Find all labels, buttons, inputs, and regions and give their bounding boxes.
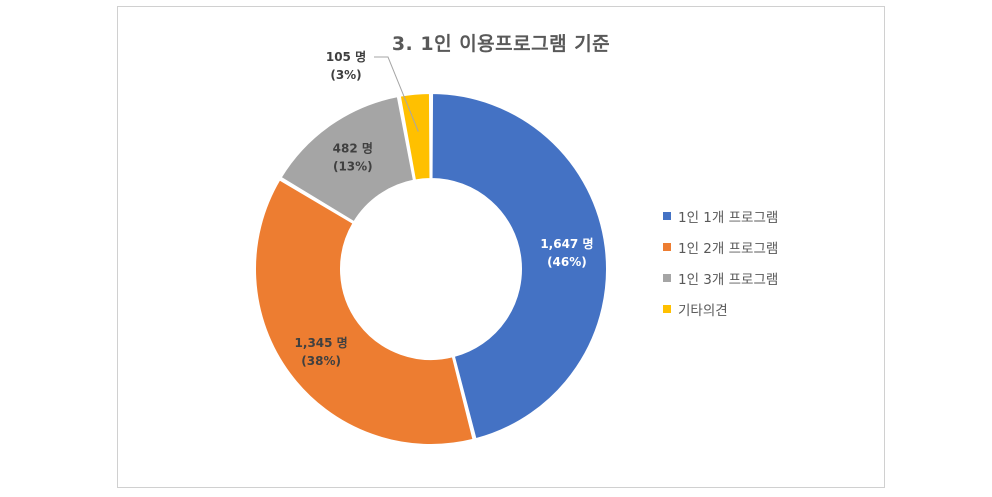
slice-4 [398,91,432,182]
chart-title: 3. 1인 이용프로그램 기준 [391,33,611,55]
chart-area: 3. 1인 이용프로그램 기준 1,647 명 (46%) 1,345 명 (38%)… [117,6,885,488]
data-label-value-2: 1,345 명 [295,336,348,350]
legend-swatch-4 [663,304,671,313]
data-label-percent-1: (46%) [547,255,587,269]
data-label-percent-2: (38%) [301,354,341,368]
slice-3 [279,95,416,224]
legend-swatch-1 [663,211,671,220]
data-label-percent-3: (13%) [333,160,373,174]
data-label-value-4: 105 명 [326,50,366,64]
leader-line [374,56,419,132]
legend-item-2: 1인 2개 프로그램 [663,238,779,257]
legend-item-3: 1인 3개 프로그램 [663,269,779,288]
data-label-percent-4: (3%) [330,68,361,82]
legend-label-4: 기타의견 [678,302,728,319]
legend-swatch-2 [663,242,671,251]
legend-item-1: 1인 1개 프로그램 [663,207,779,226]
data-label-value-1: 1,647 명 [540,237,593,251]
doughnut-chart: 1,647 명 (46%) 1,345 명 (38%) 482 명 (13%) 105 명 (… [254,50,609,446]
legend-label-3: 1인 3개 프로그램 [678,271,779,288]
legend-item-4: 기타의견 [663,300,778,319]
slice-2 [254,178,475,446]
legend-label-1: 1인 1개 프로그램 [678,209,779,226]
data-label-value-3: 482 명 [333,142,373,156]
legend-label-2: 1인 2개 프로그램 [678,240,779,257]
slice-1 [430,91,609,441]
legend-swatch-3 [663,273,671,282]
